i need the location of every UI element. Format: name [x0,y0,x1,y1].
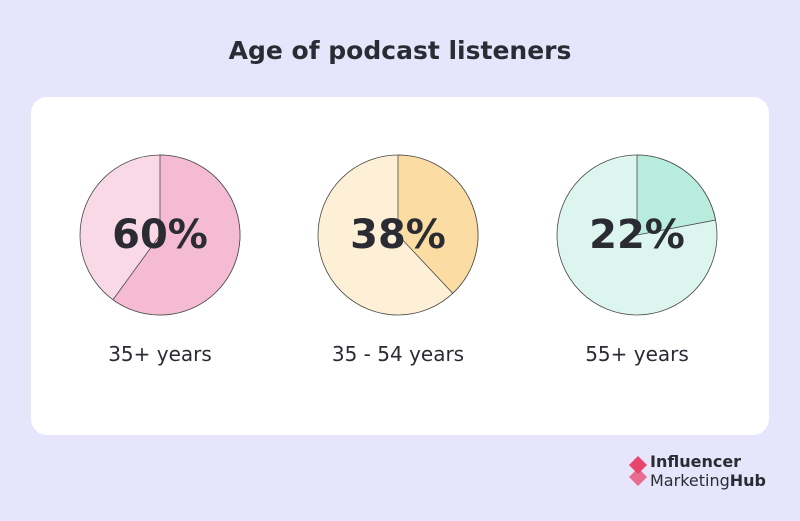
pie-3-value-label: 22% [589,212,685,258]
pie-chart-3: 22% [554,152,720,318]
logo-text-hub: Hub [729,471,766,490]
pie-1-value-slice [112,154,241,316]
pie-1-value-label: 60% [112,212,208,258]
pie-chart-1: 60% [77,152,243,318]
pie-3-value-slice [636,154,717,236]
pie-1-caption: 35+ years [108,342,212,366]
pie-svg-2 [317,154,479,316]
pie-chart-2: 38% [315,152,481,318]
logo-text-line1: Influencer [650,452,742,471]
logo-text-line2: MarketingHub [650,471,766,490]
pie-svg-1 [79,154,241,316]
pie-svg-3 [556,154,718,316]
chart-card: 60% 35+ years 38% 35 - 54 years 22% 55+ … [31,97,769,435]
chart-title: Age of podcast listeners [228,36,572,65]
brand-logo: Influencer MarketingHub [628,450,788,496]
pie-2-caption: 35 - 54 years [331,342,465,366]
logo-text-marketing: Marketing [650,471,730,490]
pie-3-caption: 55+ years [585,342,689,366]
pie-2-value-slice [397,154,479,294]
pie-2-value-label: 38% [350,212,446,258]
influencer-marketing-hub-logo-icon [629,456,647,486]
